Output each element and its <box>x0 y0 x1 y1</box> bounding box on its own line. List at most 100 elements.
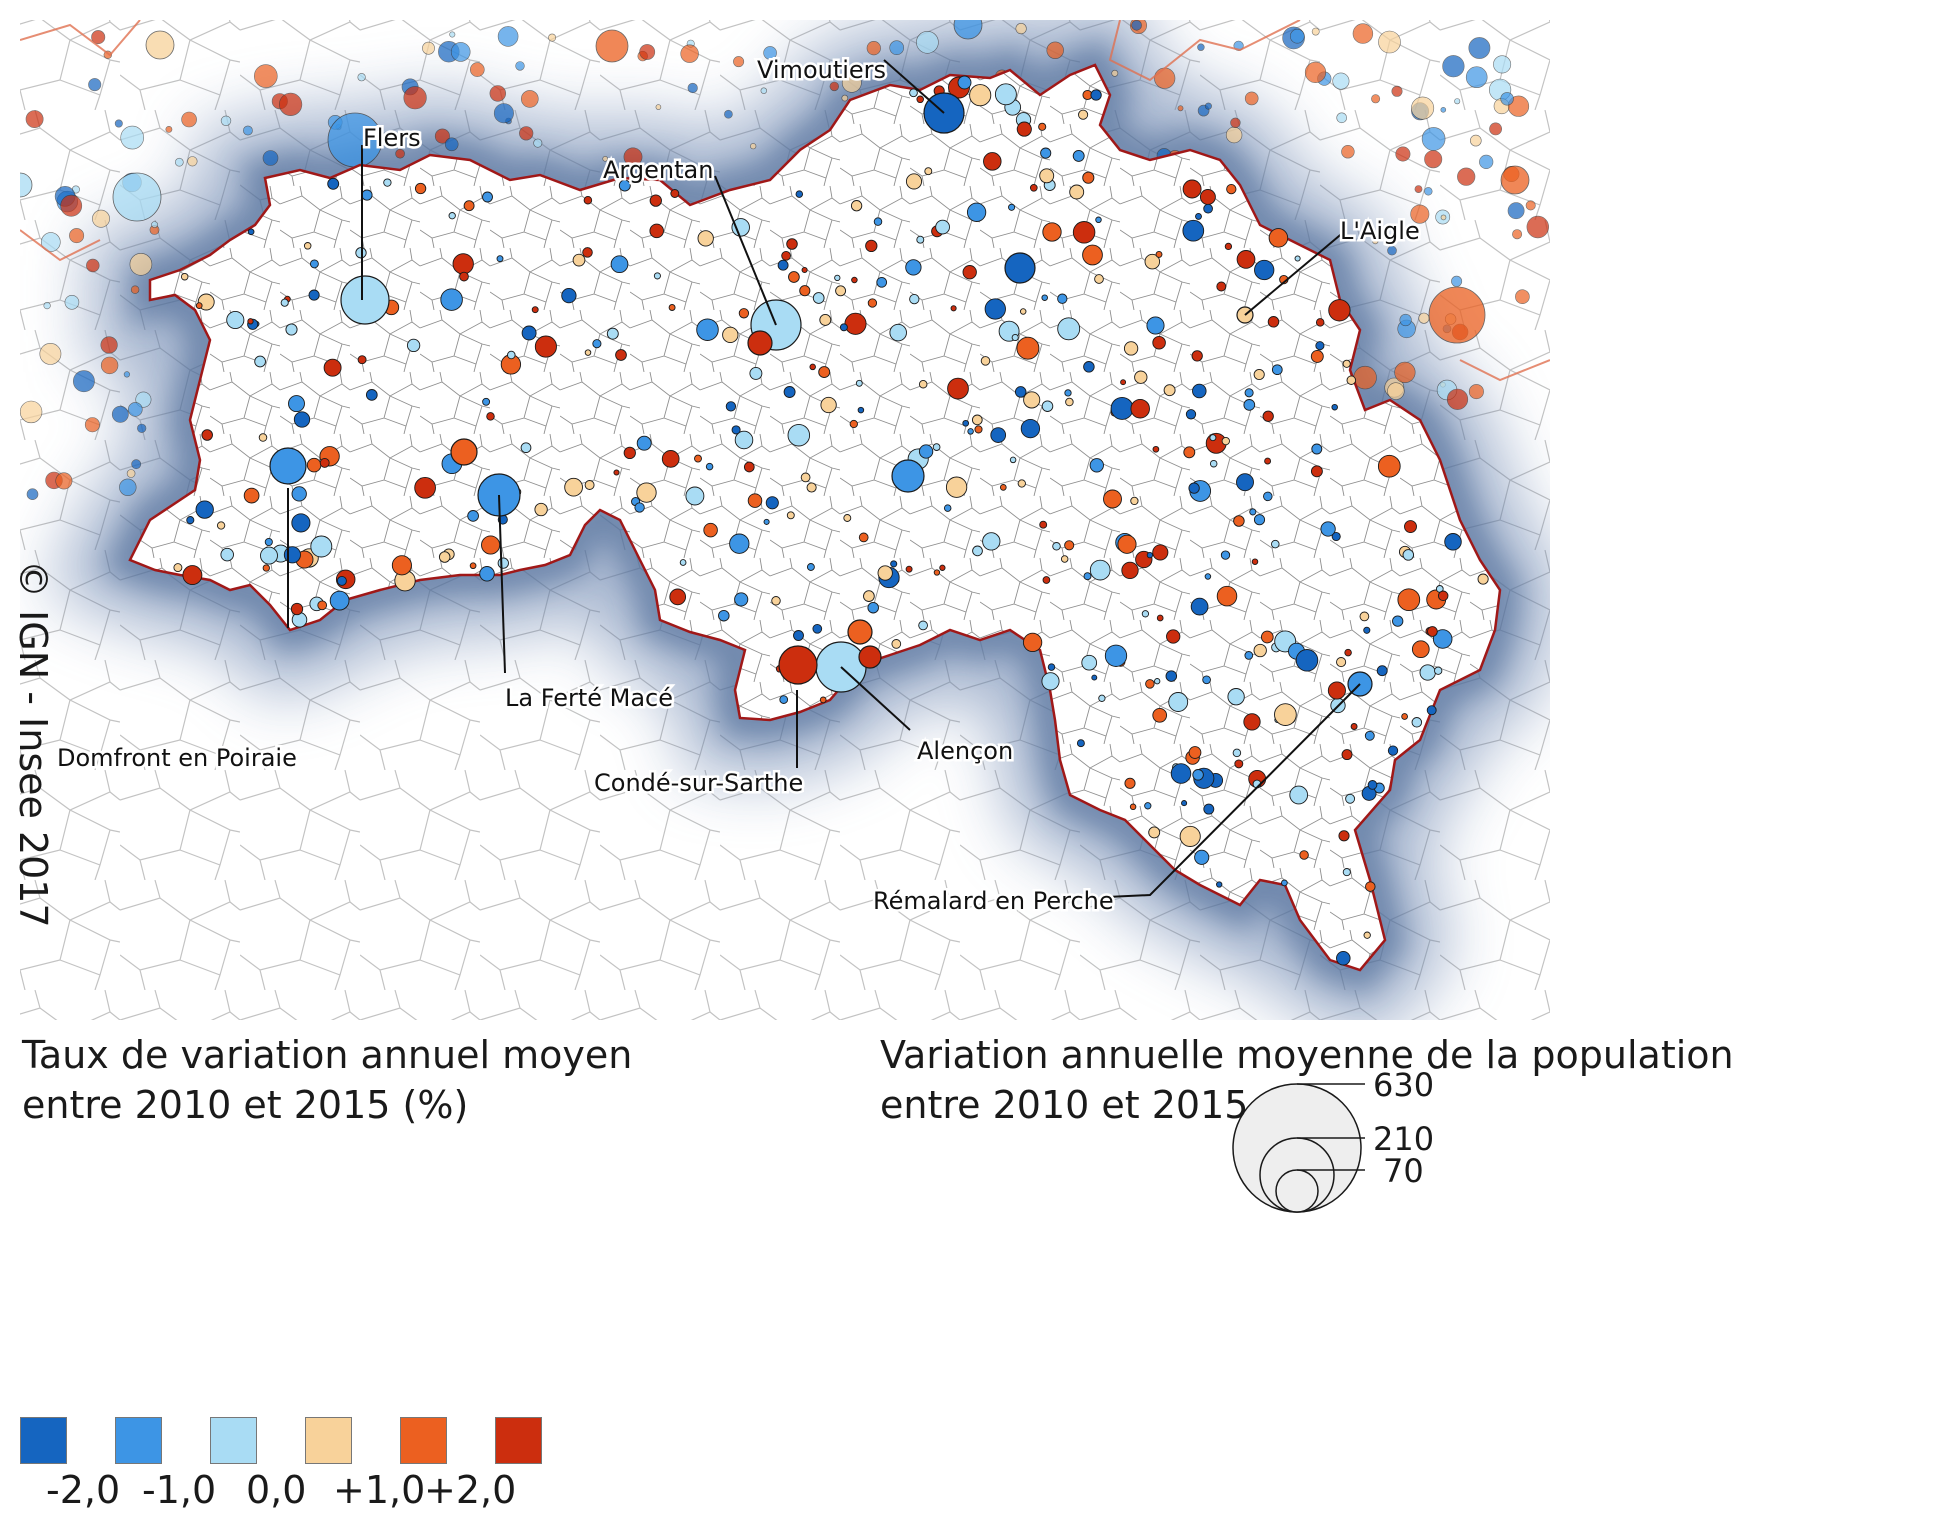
commune-symbol <box>1095 216 1102 224</box>
commune-symbol <box>983 152 1002 171</box>
commune-symbol <box>310 535 333 558</box>
commune-symbol <box>1117 534 1137 554</box>
class-break-label: -2,0 <box>46 1468 121 1512</box>
commune-symbol <box>1427 626 1438 637</box>
commune-symbol <box>855 379 863 387</box>
color-legend-title-line1: Taux de variation annuel moyen <box>22 1033 633 1077</box>
commune-symbol <box>1120 379 1127 386</box>
neighbor-symbol <box>1446 388 1469 410</box>
commune-symbol <box>440 288 463 311</box>
swatch-plus1-plus2 <box>400 1417 447 1464</box>
commune-symbol <box>1078 109 1089 120</box>
commune-symbol <box>391 555 412 576</box>
neighbor-symbol <box>520 90 539 108</box>
commune-symbol <box>1376 665 1388 677</box>
commune-symbol <box>290 602 304 616</box>
commune-symbol <box>857 406 865 414</box>
commune-symbol <box>820 396 837 414</box>
leader-line <box>883 59 945 114</box>
commune-symbol <box>990 427 1007 443</box>
commune-symbol <box>201 429 213 441</box>
commune-symbol <box>1350 723 1358 730</box>
leader-line <box>498 494 506 674</box>
neighbor-symbol <box>724 109 733 119</box>
commune-symbol <box>873 217 883 226</box>
commune-symbol <box>843 514 852 522</box>
commune-symbol <box>694 454 702 463</box>
commune-symbol <box>1363 626 1371 634</box>
commune-symbol <box>1227 688 1245 706</box>
commune-symbol <box>1404 520 1417 534</box>
commune-symbol <box>262 564 270 572</box>
commune-symbol <box>1363 931 1371 939</box>
commune-symbol <box>1253 368 1265 381</box>
commune-symbol <box>839 323 848 332</box>
commune-symbol <box>1434 666 1443 675</box>
commune-symbol <box>705 462 714 471</box>
commune-symbol <box>1047 663 1056 671</box>
town-symbol <box>747 330 773 356</box>
neighbor-symbol <box>1204 102 1212 110</box>
neighbor-symbol <box>548 33 557 42</box>
commune-symbol <box>1009 456 1017 464</box>
commune-symbol <box>1179 825 1201 847</box>
neighbor-symbol <box>135 391 152 408</box>
commune-symbol <box>615 349 627 361</box>
neighbor-symbol <box>128 402 143 417</box>
neighbor-symbol <box>687 82 698 94</box>
swatch-lt-minus2 <box>20 1417 67 1464</box>
neighbor-symbol <box>1394 361 1416 384</box>
commune-symbol <box>1344 648 1352 657</box>
town-symbol <box>858 645 882 669</box>
leader-line <box>1106 683 1361 898</box>
commune-symbol <box>1243 713 1261 731</box>
neighbor-symbol <box>497 26 519 47</box>
neighbor-symbol <box>733 56 745 68</box>
commune-symbol <box>858 532 869 543</box>
neighbor-symbol <box>120 125 144 150</box>
neighbor-symbol <box>1197 43 1205 51</box>
commune-symbol <box>649 223 664 239</box>
commune-symbol <box>734 592 749 607</box>
commune-symbol <box>291 612 308 628</box>
map-frame: Vimoutiers Flers Argentan L'Aigle La Ferté M… <box>20 20 1550 1020</box>
commune-symbol <box>962 419 970 427</box>
commune-symbol <box>932 443 941 451</box>
neighbor-symbol <box>25 110 44 129</box>
commune-symbol <box>173 563 183 573</box>
commune-symbol <box>844 312 867 335</box>
commune-symbol <box>260 546 278 565</box>
neighbor-symbol <box>1440 107 1447 113</box>
neighbor-symbol <box>639 44 656 60</box>
neighbor-symbol <box>450 42 471 62</box>
commune-symbol <box>947 377 969 400</box>
neighbor-symbol <box>434 128 450 144</box>
neighbor-symbol <box>187 156 198 167</box>
neighbor-symbol <box>1525 200 1536 211</box>
neighbor-symbol <box>1440 214 1447 221</box>
commune-symbol <box>1203 203 1213 214</box>
neighbor-symbol <box>26 488 39 501</box>
commune-symbol <box>1014 386 1027 398</box>
commune-symbol <box>357 355 367 365</box>
commune-symbol <box>1145 679 1155 689</box>
commune-symbol <box>924 167 933 176</box>
commune-symbol <box>1327 681 1346 700</box>
commune-symbol <box>809 363 816 371</box>
neighbor-symbol <box>1015 22 1027 35</box>
commune-symbol <box>1336 950 1351 966</box>
neighbor-symbol <box>1371 94 1381 104</box>
commune-symbol <box>1082 244 1103 266</box>
commune-symbol <box>1364 730 1375 741</box>
commune-symbol <box>448 212 456 220</box>
commune-symbol <box>1076 739 1085 748</box>
class-break-label: +2,0 <box>424 1468 517 1512</box>
commune-symbol <box>661 450 680 468</box>
commune-symbol <box>1185 409 1197 420</box>
neighbor-symbol <box>1304 61 1327 84</box>
commune-symbol <box>1220 550 1231 560</box>
neighbor-symbol <box>253 64 278 88</box>
neighbor-symbol <box>750 143 757 150</box>
commune-symbol <box>1081 654 1098 671</box>
commune-symbol <box>293 411 311 428</box>
